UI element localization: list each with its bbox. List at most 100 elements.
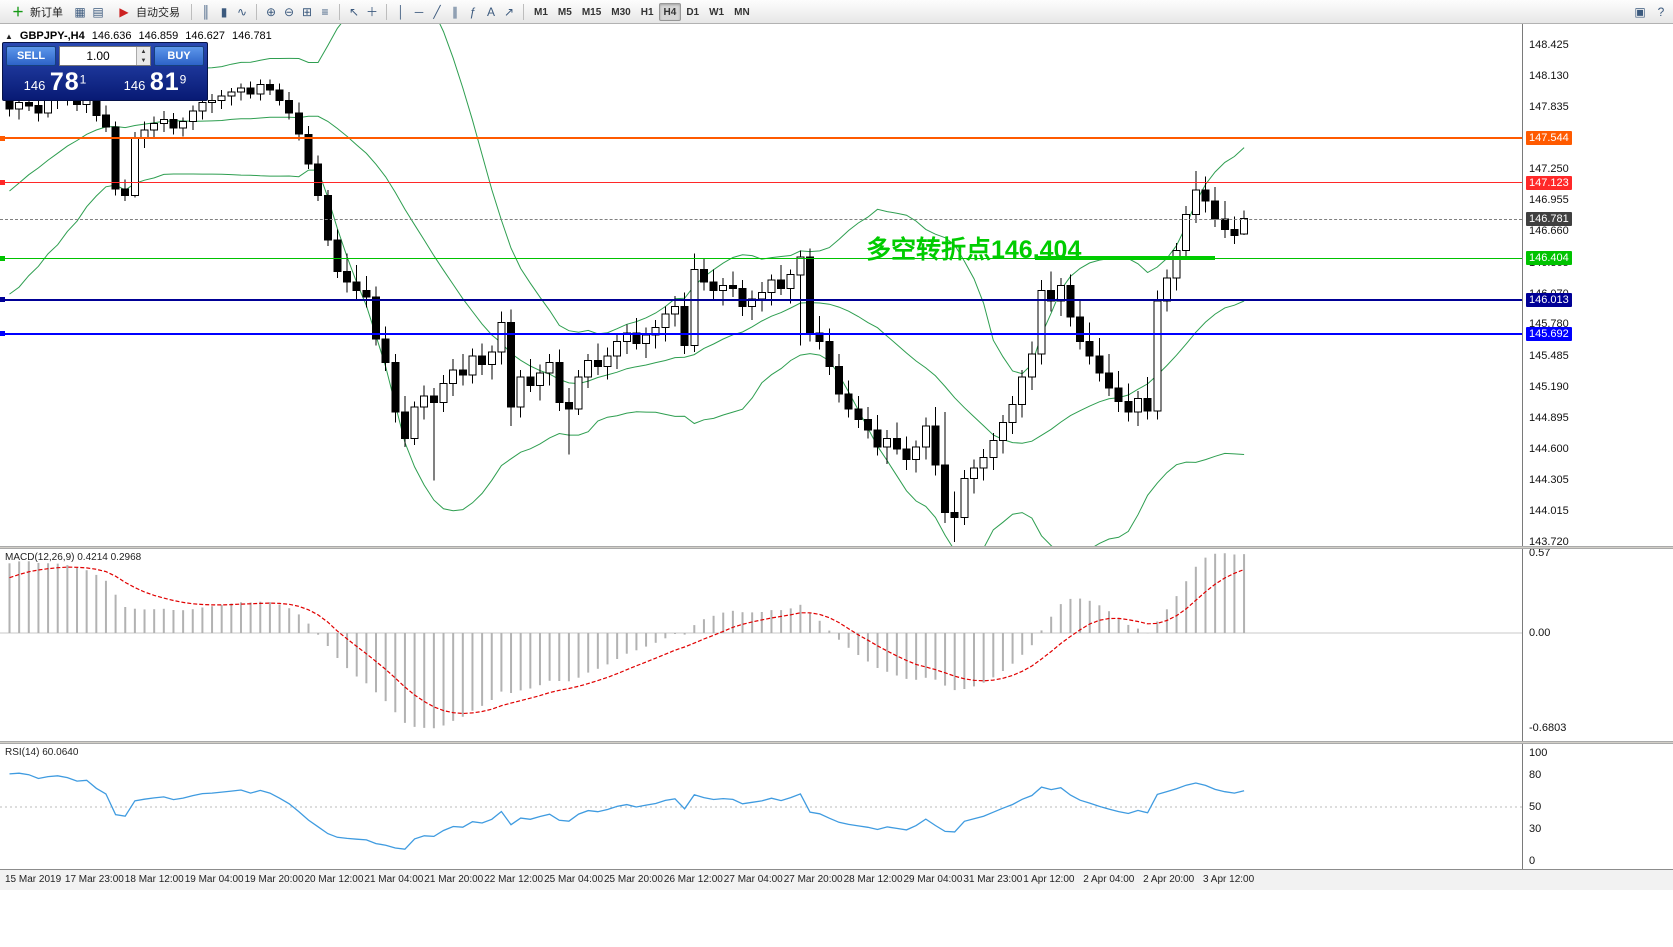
price-tag: 147.544 bbox=[1526, 131, 1572, 146]
crosshair-icon[interactable]: ＋ bbox=[365, 4, 378, 19]
new-order-button[interactable]: ＋ 新订单 bbox=[3, 2, 69, 22]
horizontal-line[interactable] bbox=[0, 137, 1522, 140]
macd-scale-label: 0.00 bbox=[1529, 627, 1551, 639]
price-tick: 143.720 bbox=[1529, 535, 1569, 546]
hline-anchor[interactable] bbox=[0, 255, 5, 261]
timeframe-m5[interactable]: M5 bbox=[553, 3, 577, 21]
hline-anchor[interactable] bbox=[0, 331, 5, 337]
line-chart-icon[interactable]: ∿ bbox=[236, 4, 248, 19]
profiles-icon[interactable]: ▤ bbox=[92, 4, 104, 19]
ohlc-open: 146.636 bbox=[91, 30, 132, 42]
fibonacci-icon[interactable]: ƒ bbox=[469, 4, 477, 19]
volume-up-icon[interactable]: ▲ bbox=[137, 47, 150, 56]
time-label: 19 Mar 04:00 bbox=[184, 874, 244, 885]
time-label: 2 Apr 20:00 bbox=[1143, 874, 1195, 885]
price-axis[interactable]: 147.544 147.123 146.404 146.013 145.692 146.7… bbox=[1522, 24, 1673, 546]
text-label-icon[interactable]: A bbox=[486, 4, 495, 19]
price-tick: 146.660 bbox=[1529, 225, 1569, 238]
time-label: 2 Apr 04:00 bbox=[1083, 874, 1135, 885]
rsi-scale-label: 80 bbox=[1529, 768, 1542, 781]
timeframe-m1[interactable]: M1 bbox=[529, 3, 553, 21]
buy-price[interactable]: 146 819 bbox=[106, 68, 204, 97]
arrow-icon[interactable]: ↗ bbox=[503, 4, 515, 19]
time-label: 27 Mar 20:00 bbox=[783, 874, 843, 885]
help-icon[interactable]: ? bbox=[1657, 4, 1665, 19]
rsi-scale-label: 30 bbox=[1529, 822, 1542, 835]
macd-panel[interactable]: MACD(12,26,9) 0.4214 0.2968 0.57 0.00 -0.6… bbox=[0, 549, 1673, 741]
indicators-icon[interactable]: ≡ bbox=[321, 4, 329, 19]
vertical-line-icon[interactable]: │ bbox=[397, 4, 405, 19]
time-label: 28 Mar 12:00 bbox=[843, 874, 903, 885]
zoom-in-icon[interactable]: ⊕ bbox=[265, 4, 277, 19]
timeframe-m30[interactable]: M30 bbox=[606, 3, 635, 21]
horizontal-line[interactable] bbox=[0, 332, 1522, 335]
rsi-title: RSI(14) 60.0640 bbox=[5, 747, 79, 758]
zoom-out-icon[interactable]: ⊖ bbox=[283, 4, 295, 19]
autotrading-button[interactable]: ▶ 自动交易 bbox=[109, 2, 186, 22]
main-chart-panel[interactable]: ▲ GBPJPY-,H4 146.636 146.859 146.627 146… bbox=[0, 24, 1673, 546]
time-label: 19 Mar 20:00 bbox=[244, 874, 304, 885]
time-label: 3 Apr 12:00 bbox=[1203, 874, 1255, 885]
bar-chart-icon[interactable]: ║ bbox=[201, 4, 211, 19]
sell-button[interactable]: SELL bbox=[6, 46, 56, 66]
price-tick: 146.955 bbox=[1529, 194, 1569, 207]
panel-divider[interactable] bbox=[0, 546, 1673, 549]
last-price-tag: 146.781 bbox=[1526, 211, 1572, 226]
price-tick: 147.835 bbox=[1529, 101, 1569, 114]
time-axis[interactable]: 15 Mar 2019 17 Mar 23:00 18 Mar 12:00 19 Ma… bbox=[0, 869, 1673, 890]
buy-button[interactable]: BUY bbox=[154, 46, 204, 66]
time-label: 27 Mar 04:00 bbox=[723, 874, 783, 885]
trendline-icon[interactable]: ╱ bbox=[433, 4, 441, 19]
charts-icon[interactable]: ▦ bbox=[74, 4, 86, 19]
turning-point-annotation[interactable]: 多空转折点146.404 bbox=[866, 236, 1082, 264]
timeframe-d1[interactable]: D1 bbox=[681, 3, 704, 21]
rsi-axis[interactable]: 100 80 50 30 0 bbox=[1522, 744, 1673, 869]
timeframe-h1[interactable]: H1 bbox=[636, 3, 659, 21]
timeframe-mn[interactable]: MN bbox=[729, 3, 755, 21]
sell-price[interactable]: 146 781 bbox=[6, 68, 104, 97]
chart-window-icon[interactable]: ▣ bbox=[1634, 4, 1646, 19]
price-tick: 145.190 bbox=[1529, 380, 1569, 393]
candlestick-chart[interactable] bbox=[0, 24, 1522, 546]
toolbar-separator bbox=[523, 3, 524, 20]
toolbar-separator bbox=[386, 3, 387, 20]
panel-divider[interactable] bbox=[0, 741, 1673, 744]
turning-point-underline[interactable] bbox=[1035, 256, 1215, 260]
hline-anchor[interactable] bbox=[0, 135, 5, 141]
volume-input[interactable] bbox=[60, 47, 136, 65]
macd-scale-label: 0.57 bbox=[1529, 549, 1551, 560]
macd-signal-line bbox=[9, 566, 1245, 715]
time-label: 21 Mar 20:00 bbox=[424, 874, 484, 885]
horizontal-line[interactable] bbox=[0, 257, 1522, 259]
tile-windows-icon[interactable]: ⊞ bbox=[301, 4, 313, 19]
horizontal-line-icon[interactable]: ─ bbox=[414, 4, 424, 19]
equidistant-channel-icon[interactable]: ∥ bbox=[452, 4, 458, 19]
timeframe-w1[interactable]: W1 bbox=[704, 3, 729, 21]
toolbar: ＋ 新订单 ▦ ▤ ▶ 自动交易 ║ ▮ ∿ ⊕ ⊖ ⊞ ≡ ↖ ＋ │ ─ ╱ ∥ ƒ A ↗ M1 M5… bbox=[0, 0, 1673, 24]
horizontal-line[interactable] bbox=[0, 298, 1522, 301]
candlestick-chart-icon[interactable]: ▮ bbox=[220, 4, 228, 19]
hline-anchor[interactable] bbox=[0, 297, 5, 303]
macd-histogram bbox=[8, 553, 1246, 729]
hline-anchor[interactable] bbox=[0, 180, 5, 186]
buy-price-base: 146 bbox=[123, 78, 146, 93]
macd-chart[interactable] bbox=[0, 549, 1522, 741]
macd-scale-label: -0.6803 bbox=[1529, 722, 1567, 735]
timeframe-m15[interactable]: M15 bbox=[577, 3, 606, 21]
macd-axis[interactable]: 0.57 0.00 -0.6803 bbox=[1522, 549, 1673, 741]
rsi-panel[interactable]: RSI(14) 60.0640 100 80 50 30 0 bbox=[0, 744, 1673, 869]
rsi-chart[interactable] bbox=[0, 744, 1522, 869]
collapse-icon[interactable]: ▲ bbox=[5, 31, 13, 41]
timeframe-h4[interactable]: H4 bbox=[658, 3, 682, 22]
price-tick: 144.015 bbox=[1529, 504, 1569, 517]
rsi-scale-label: 100 bbox=[1529, 747, 1548, 759]
cursor-icon[interactable]: ↖ bbox=[348, 4, 360, 19]
time-label: 31 Mar 23:00 bbox=[963, 874, 1023, 885]
volume-down-icon[interactable]: ▼ bbox=[137, 56, 150, 65]
macd-title: MACD(12,26,9) 0.4214 0.2968 bbox=[5, 552, 142, 563]
price-tick: 144.305 bbox=[1529, 474, 1569, 487]
ohlc-high: 146.859 bbox=[138, 30, 179, 42]
time-label: 22 Mar 12:00 bbox=[484, 874, 544, 885]
horizontal-line[interactable] bbox=[0, 182, 1522, 184]
